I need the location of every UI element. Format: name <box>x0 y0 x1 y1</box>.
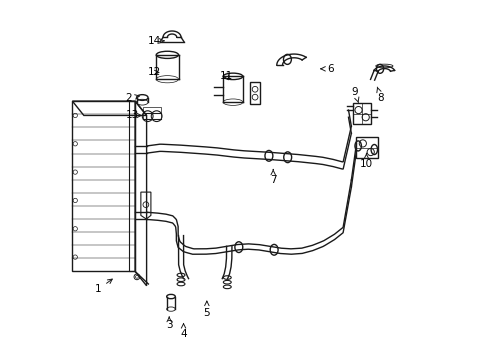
Text: 12: 12 <box>147 67 161 77</box>
Text: 11: 11 <box>220 71 233 81</box>
Text: 10: 10 <box>359 153 372 169</box>
Text: 5: 5 <box>203 301 210 318</box>
Text: 1: 1 <box>95 279 112 294</box>
Text: 7: 7 <box>269 170 276 185</box>
Text: 6: 6 <box>320 64 333 74</box>
Text: 4: 4 <box>180 323 186 339</box>
Text: 13: 13 <box>126 111 142 121</box>
Text: 8: 8 <box>376 87 383 103</box>
Text: 14: 14 <box>147 36 163 46</box>
Text: 2: 2 <box>125 93 139 103</box>
Text: 9: 9 <box>351 87 358 103</box>
Text: 3: 3 <box>165 317 172 330</box>
